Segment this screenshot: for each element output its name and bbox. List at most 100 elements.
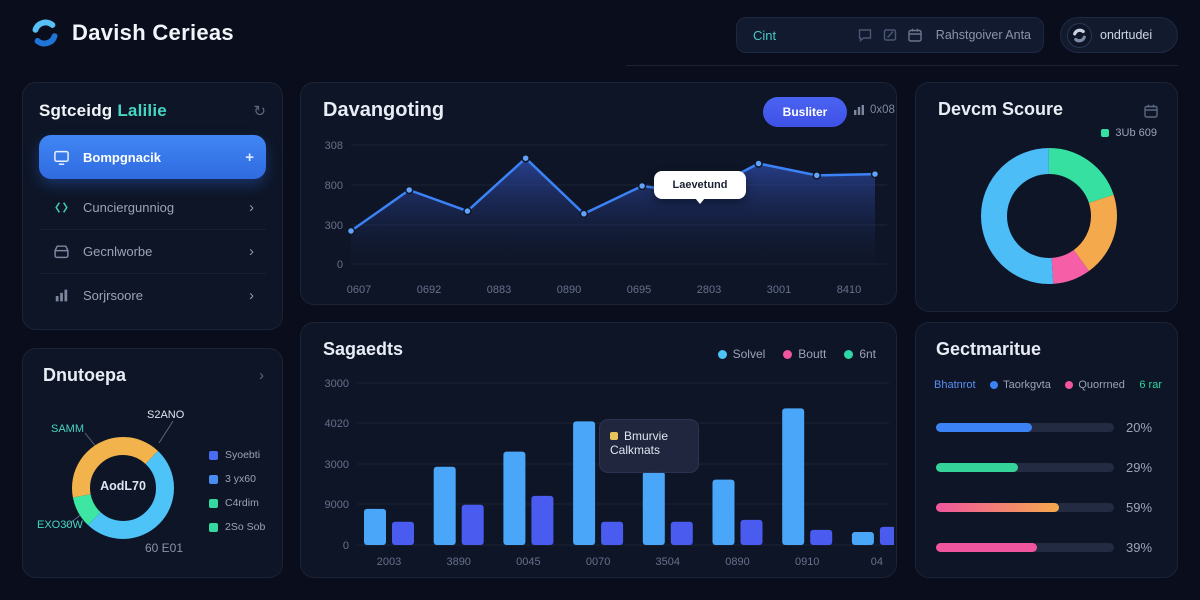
sidebar-item-sorjrsoore[interactable]: Sorjrsoore › bbox=[39, 273, 266, 317]
score-legend[interactable]: 3Ub 609 bbox=[1101, 127, 1157, 139]
sidebar-item-cunciergunniog[interactable]: Cunciergunniog › bbox=[39, 185, 266, 229]
sidebar-item-gecnlworbe[interactable]: Gecnlworbe › bbox=[39, 229, 266, 273]
bar-chart[interactable]: 3000 4020 3000 9000 0 2003 3890 0045 0070 3504 089… bbox=[309, 369, 894, 574]
legend-swatch bbox=[209, 474, 218, 484]
legend-label: Solvel bbox=[732, 347, 766, 361]
progress-panel: Gectmaritue Bhatnrot Taorkgvta Quorrned … bbox=[915, 322, 1178, 578]
progress-fill bbox=[936, 463, 1018, 472]
svg-text:9000: 9000 bbox=[325, 499, 349, 511]
legend-label: Syoebti bbox=[225, 449, 261, 461]
line-chart-title: Davangoting bbox=[323, 99, 445, 121]
mini-donut-panel: Dnutoepa › AodL70 60 E01 SAMM S2ANO EXO3… bbox=[22, 348, 283, 578]
bar-chart-title: Sagaedts bbox=[323, 339, 404, 359]
legend-item[interactable]: 6 rar bbox=[1139, 379, 1162, 391]
legend-item[interactable]: 6nt bbox=[844, 347, 876, 361]
brand-logo-icon bbox=[32, 19, 58, 47]
svg-text:8410: 8410 bbox=[837, 284, 861, 296]
edit-icon[interactable] bbox=[882, 27, 898, 43]
brand: Davish Cerieas bbox=[28, 16, 234, 50]
progress-fill bbox=[936, 503, 1059, 512]
avatar-logo-icon bbox=[1073, 28, 1086, 42]
refresh-icon[interactable]: ↻ bbox=[253, 103, 266, 120]
legend-label: 6 rar bbox=[1139, 379, 1162, 391]
chat-icon[interactable] bbox=[857, 27, 873, 43]
svg-text:3000: 3000 bbox=[325, 459, 349, 471]
tooltip-line2: Calkmats bbox=[610, 443, 661, 457]
busliter-button[interactable]: Busliter bbox=[763, 97, 847, 127]
legend-label: Bhatnrot bbox=[934, 379, 976, 391]
legend-label: C4rdim bbox=[225, 497, 259, 509]
calendar-icon[interactable] bbox=[907, 27, 923, 43]
progress-track bbox=[936, 463, 1114, 472]
sidebar-panel: Sgtceidg Lalilie ↻ Bompgnacik + Cuncierg… bbox=[22, 82, 283, 330]
legend-label: 6nt bbox=[859, 347, 876, 361]
header: Davish Cerieas Rahstgoiver Anta bbox=[0, 0, 1200, 70]
sidebar-item-label: Sorjrsoore bbox=[83, 288, 143, 303]
sidebar-title-a: Sgtceidg bbox=[39, 101, 113, 120]
calendar-icon[interactable] bbox=[1143, 103, 1159, 124]
score-title: Devcm Scoure bbox=[938, 99, 1064, 119]
progress-track bbox=[936, 423, 1114, 432]
chevron-right-icon[interactable]: › bbox=[259, 367, 264, 384]
score-panel: Devcm Scoure 3Ub 609 bbox=[915, 82, 1178, 312]
svg-text:3890: 3890 bbox=[446, 556, 470, 568]
chart-meta: 0x08 bbox=[853, 104, 895, 116]
chevron-right-icon: › bbox=[249, 287, 254, 304]
sidebar-item-label: Cunciergunniog bbox=[83, 199, 175, 215]
svg-text:0890: 0890 bbox=[725, 556, 749, 568]
bar-chart-panel: Sagaedts Solvel Boutt 6nt 3000 4020 3000 90… bbox=[300, 322, 897, 578]
chevron-right-icon: › bbox=[249, 198, 254, 216]
progress-value: 39% bbox=[1126, 540, 1153, 555]
user-menu-button[interactable]: ondrtudei bbox=[1060, 17, 1178, 53]
tooltip-marker bbox=[610, 432, 618, 440]
svg-text:800: 800 bbox=[325, 180, 343, 192]
legend-item[interactable]: Boutt bbox=[783, 347, 826, 361]
donut-callout: SAMM bbox=[51, 423, 84, 435]
progress-track bbox=[936, 543, 1114, 552]
legend-item[interactable]: Bhatnrot bbox=[934, 379, 976, 391]
legend-dot bbox=[783, 349, 793, 359]
line-chart[interactable]: 308 800 300 0 0607 0692 0883 0890 0695 2803 3001 84… bbox=[309, 133, 894, 303]
header-divider bbox=[626, 65, 1178, 66]
legend-item[interactable]: Taorkgvta bbox=[990, 379, 1051, 391]
legend-item[interactable]: Quorrned bbox=[1065, 379, 1125, 391]
svg-text:0: 0 bbox=[337, 259, 343, 271]
score-donut-chart[interactable] bbox=[916, 83, 1179, 313]
donut-callout: EXO30W bbox=[37, 519, 83, 531]
svg-text:0883: 0883 bbox=[487, 284, 511, 296]
legend-item[interactable]: 3 yx60 bbox=[209, 473, 265, 485]
svg-text:2803: 2803 bbox=[697, 284, 721, 296]
donut-bottom-label: 60 E01 bbox=[144, 541, 184, 555]
chevron-right-icon: › bbox=[249, 243, 254, 260]
bar-chart-legend: Solvel Boutt 6nt bbox=[717, 347, 876, 361]
progress-title: Gectmaritue bbox=[936, 339, 1042, 359]
bar-chart-icon bbox=[51, 286, 71, 306]
mini-bars-icon bbox=[854, 105, 864, 115]
svg-text:04: 04 bbox=[871, 556, 883, 568]
svg-text:3001: 3001 bbox=[767, 284, 791, 296]
user-name: ondrtudei bbox=[1100, 28, 1153, 42]
svg-text:2003: 2003 bbox=[377, 556, 401, 568]
plus-icon: + bbox=[245, 148, 254, 166]
progress-track bbox=[936, 503, 1114, 512]
legend-item[interactable]: Solvel bbox=[717, 347, 766, 361]
legend-item[interactable]: Syoebti bbox=[209, 449, 265, 461]
search-bar[interactable]: Rahstgoiver Anta bbox=[736, 17, 1044, 53]
line-tooltip: Laevetund bbox=[654, 171, 746, 204]
chart-meta-label: 0x08 bbox=[870, 104, 895, 116]
legend-item[interactable]: 2So Sob bbox=[209, 521, 265, 533]
legend-label: Boutt bbox=[798, 347, 827, 361]
sidebar-item-bompgnacik[interactable]: Bompgnacik + bbox=[39, 135, 266, 179]
svg-text:308: 308 bbox=[325, 140, 343, 152]
legend-swatch bbox=[209, 498, 218, 508]
search-input[interactable] bbox=[753, 27, 843, 43]
legend-item[interactable]: C4rdim bbox=[209, 497, 265, 509]
legend-label: 3Ub 609 bbox=[1115, 127, 1157, 139]
legend-swatch bbox=[209, 522, 218, 532]
bar-tooltip: Bmurvie Calkmats bbox=[599, 419, 699, 473]
legend-dot bbox=[717, 349, 727, 359]
sidebar-title-b: Lalilie bbox=[117, 101, 167, 120]
legend-label: 3 yx60 bbox=[225, 473, 256, 485]
svg-text:0910: 0910 bbox=[795, 556, 819, 568]
mini-donut-chart[interactable] bbox=[23, 349, 284, 579]
